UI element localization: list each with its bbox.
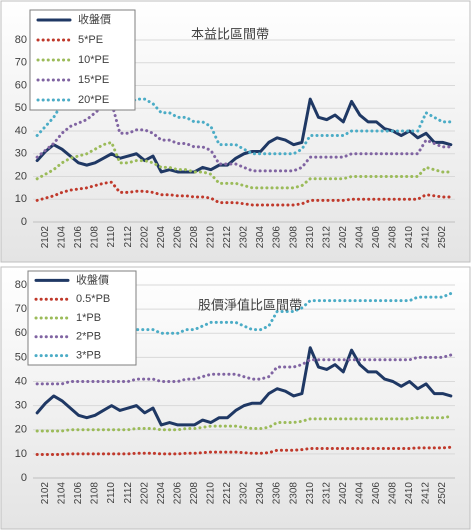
series-line — [35, 445, 453, 456]
x-tick-label: 2102 — [40, 482, 51, 505]
series-line — [35, 140, 453, 190]
legend-label: 1*PB — [76, 312, 101, 324]
x-tick-label: 2210 — [206, 226, 217, 249]
y-tick-label: 60 — [15, 79, 27, 91]
y-tick-label: 50 — [15, 102, 27, 114]
x-tick-label: 2208 — [189, 226, 200, 249]
x-tick-label: 2410 — [404, 226, 415, 249]
legend-label: 5*PE — [78, 34, 103, 46]
x-tick-label: 2408 — [388, 226, 399, 249]
series-line — [35, 346, 453, 427]
x-tick-label: 2302 — [239, 482, 250, 505]
x-tick-label: 2206 — [172, 482, 183, 505]
legend-label: 2*PB — [76, 331, 101, 343]
x-tick-label: 2502 — [437, 482, 448, 505]
legend-label: 15*PE — [78, 74, 109, 86]
legend-label: 10*PE — [78, 54, 109, 66]
x-tick-label: 2310 — [305, 226, 316, 249]
x-tick-label: 2202 — [139, 226, 150, 249]
x-tick-label: 2312 — [321, 482, 332, 505]
y-tick-label: 20 — [15, 424, 27, 436]
x-tick-label: 2204 — [156, 482, 167, 505]
y-tick-label: 80 — [15, 34, 27, 46]
series-line — [35, 414, 453, 433]
legend-label: 收盤價 — [78, 12, 111, 26]
series-line — [35, 291, 453, 339]
x-tick-label: 2106 — [73, 226, 84, 249]
legend-label: 收盤價 — [76, 272, 109, 286]
y-tick-label: 0 — [21, 472, 27, 484]
x-tick-label: 2104 — [57, 482, 68, 505]
x-tick-label: 2208 — [189, 482, 200, 505]
x-tick-label: 2406 — [371, 226, 382, 249]
x-tick-label: 2404 — [354, 226, 365, 249]
x-tick-label: 2106 — [73, 482, 84, 505]
x-tick-label: 2308 — [288, 482, 299, 505]
y-tick-label: 30 — [15, 148, 27, 160]
x-tick-label: 2306 — [272, 482, 283, 505]
y-tick-label: 40 — [15, 375, 27, 387]
x-tick-label: 2304 — [255, 482, 266, 505]
x-tick-label: 2312 — [321, 226, 332, 249]
x-tick-label: 2202 — [139, 482, 150, 505]
x-tick-label: 2404 — [354, 482, 365, 505]
x-tick-label: 2206 — [172, 226, 183, 249]
legend-label: 0.5*PB — [76, 293, 110, 305]
x-tick-label: 2212 — [222, 226, 233, 249]
series-line — [35, 61, 453, 156]
y-tick-label: 20 — [15, 170, 27, 182]
x-tick-label: 2212 — [222, 482, 233, 505]
x-tick-label: 2104 — [57, 226, 68, 249]
y-tick-label: 10 — [15, 448, 27, 460]
y-tick-label: 80 — [15, 279, 27, 291]
x-tick-label: 2112 — [123, 226, 134, 248]
x-tick-label: 2408 — [388, 482, 399, 505]
legend-label: 20*PE — [78, 94, 109, 106]
y-tick-label: 40 — [15, 125, 27, 137]
x-tick-label: 2112 — [123, 482, 134, 504]
y-tick-label: 50 — [15, 351, 27, 363]
x-tick-label: 2406 — [371, 482, 382, 505]
chart-title: 本益比區間帶 — [191, 26, 269, 41]
series-line — [35, 353, 453, 386]
y-tick-label: 60 — [15, 327, 27, 339]
x-tick-label: 2308 — [288, 226, 299, 249]
y-tick-label: 30 — [15, 400, 27, 412]
y-tick-label: 10 — [15, 193, 27, 205]
x-tick-label: 2306 — [272, 226, 283, 249]
x-tick-label: 2108 — [90, 226, 101, 249]
x-tick-label: 2302 — [239, 226, 250, 249]
series-line — [35, 180, 453, 207]
x-tick-label: 2204 — [156, 226, 167, 249]
x-tick-label: 2412 — [421, 482, 432, 505]
x-tick-label: 2108 — [90, 482, 101, 505]
x-tick-label: 2412 — [421, 226, 432, 249]
x-tick-label: 2502 — [437, 226, 448, 249]
x-tick-label: 2210 — [206, 482, 217, 505]
x-tick-label: 2110 — [106, 482, 117, 504]
y-tick-label: 0 — [21, 216, 27, 228]
x-tick-label: 2410 — [404, 482, 415, 505]
x-tick-label: 2402 — [338, 482, 349, 505]
x-tick-label: 2310 — [305, 482, 316, 505]
x-tick-label: 2402 — [338, 226, 349, 249]
y-tick-label: 70 — [15, 303, 27, 315]
legend-label: 3*PB — [76, 350, 101, 362]
y-tick-label: 70 — [15, 57, 27, 69]
x-tick-label: 2102 — [40, 226, 51, 249]
chart-title: 股價淨值比區間帶 — [198, 297, 302, 312]
x-tick-label: 2110 — [106, 226, 117, 248]
x-tick-label: 2304 — [255, 226, 266, 249]
series-line — [35, 97, 453, 174]
